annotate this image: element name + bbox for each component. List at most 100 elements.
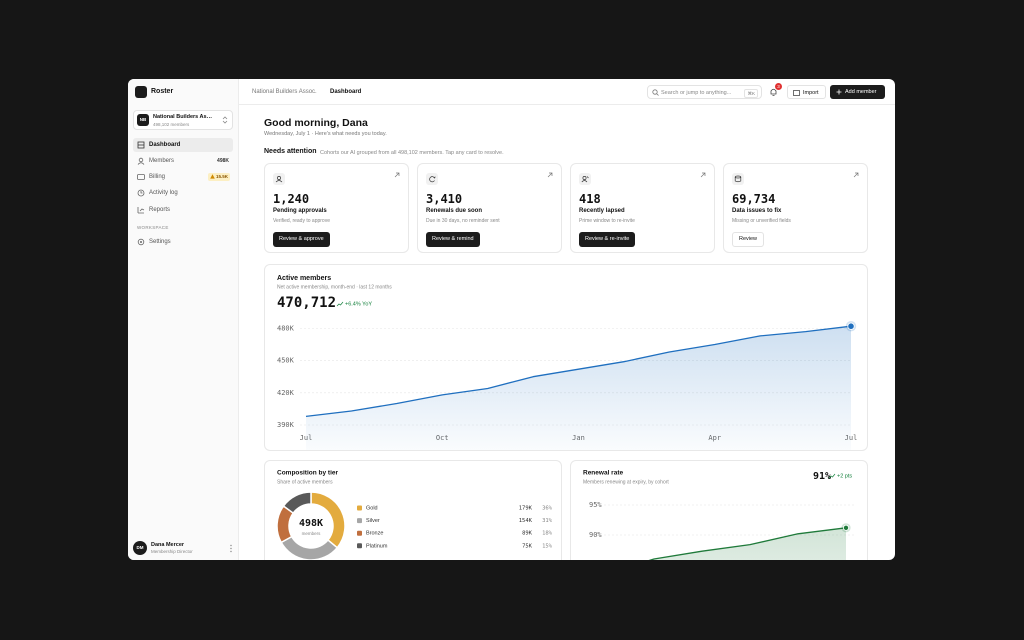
nav-label: Dashboard bbox=[149, 141, 181, 148]
donut-segment bbox=[280, 535, 339, 560]
card-value: 3,410 bbox=[426, 192, 463, 206]
attention-card[interactable]: 69,734 Data issues to fix Missing or unver… bbox=[723, 163, 868, 253]
card-icon-box bbox=[579, 173, 591, 185]
plus-icon bbox=[836, 89, 842, 95]
card-icon bbox=[581, 176, 589, 183]
legend-label: Platinum bbox=[366, 543, 388, 549]
add-member-button[interactable]: Add member bbox=[830, 85, 885, 99]
attention-card[interactable]: 418 Recently lapsed Prime window to re-inv… bbox=[570, 163, 715, 253]
card-note: Due in 30 days, no reminder sent bbox=[426, 218, 500, 224]
end-point bbox=[847, 322, 855, 330]
y-tick-label: 90% bbox=[589, 531, 602, 539]
nav-item[interactable]: Activity log bbox=[133, 186, 233, 200]
card-action-button[interactable]: Review & approve bbox=[273, 232, 330, 247]
bell-icon[interactable] bbox=[769, 87, 778, 97]
card-icon bbox=[275, 176, 283, 183]
line-series bbox=[648, 527, 847, 560]
nav-label: Settings bbox=[149, 238, 171, 245]
attention-card[interactable]: 3,410 Renewals due soon Due in 30 days, no… bbox=[417, 163, 562, 253]
breadcrumb-org[interactable]: National Builders Assoc. bbox=[252, 89, 317, 95]
chart-title: Active members bbox=[277, 275, 331, 282]
legend-count: 154K bbox=[519, 518, 533, 524]
org-name: National Builders Association bbox=[153, 114, 215, 120]
search-placeholder: Search or jump to anything... bbox=[661, 89, 732, 96]
legend-swatch bbox=[357, 518, 362, 524]
legend-swatch bbox=[357, 505, 362, 511]
card-action-button[interactable]: Review & remind bbox=[426, 232, 480, 247]
legend-share: 36% bbox=[542, 506, 553, 512]
card-label: Renewals due soon bbox=[426, 208, 483, 214]
headline-value: 91% bbox=[813, 471, 831, 482]
nav-icon bbox=[137, 207, 145, 214]
warning-icon bbox=[210, 174, 215, 179]
nav-badge-text: 15.5K bbox=[215, 173, 228, 179]
nav-item[interactable]: Members 498K bbox=[133, 154, 233, 168]
nav-icon bbox=[137, 238, 145, 246]
trend-icon bbox=[828, 473, 836, 479]
card-note: Verified, ready to approve bbox=[273, 218, 330, 224]
card-icon-box bbox=[273, 173, 285, 185]
nav-item[interactable]: Dashboard bbox=[133, 138, 233, 152]
greeting: Good morning, Dana bbox=[264, 117, 368, 129]
legend-swatch bbox=[357, 543, 362, 549]
card-action-button[interactable]: Review & re-invite bbox=[579, 232, 636, 247]
donut-center-value: 498K bbox=[299, 518, 323, 529]
legend-count: 75K bbox=[522, 543, 533, 549]
nav-icon bbox=[137, 174, 145, 180]
nav-item[interactable]: Billing 15.5K bbox=[133, 170, 233, 184]
brand-logo bbox=[135, 86, 147, 98]
card-value: 69,734 bbox=[732, 192, 776, 206]
chart-subtitle: Share of active members bbox=[277, 479, 333, 485]
open-arrow bbox=[547, 172, 553, 178]
legend-swatch bbox=[357, 530, 362, 536]
add-member-label: Add member bbox=[845, 89, 877, 95]
chart-title: Renewal rate bbox=[583, 470, 623, 477]
nav-icon bbox=[137, 157, 145, 165]
nav-badge: 498K bbox=[217, 157, 229, 164]
nav-item[interactable]: Reports bbox=[133, 203, 233, 217]
org-switcher[interactable]: NB National Builders Association 498,102… bbox=[133, 110, 233, 130]
card-icon-box bbox=[732, 173, 744, 185]
legend-share: 31% bbox=[542, 518, 553, 524]
card-label: Data issues to fix bbox=[732, 208, 782, 214]
user-role: Membership Director bbox=[151, 549, 193, 554]
line-series bbox=[305, 325, 852, 418]
trend-icon bbox=[336, 301, 344, 307]
shortcut-hint: ⌘K bbox=[744, 88, 758, 98]
y-tick-label: 480K bbox=[277, 324, 295, 332]
search-box[interactable]: Search or jump to anything... ⌘K bbox=[647, 85, 762, 99]
donut-center-label: members bbox=[302, 531, 322, 536]
legend-label: Silver bbox=[366, 518, 380, 524]
nav-label: Members bbox=[149, 157, 175, 164]
attention-card[interactable]: 1,240 Pending approvals Verified, ready to… bbox=[264, 163, 409, 253]
change-label: +2 pts bbox=[837, 473, 852, 479]
card-value: 1,240 bbox=[273, 192, 310, 206]
nav-label: Billing bbox=[149, 173, 166, 180]
line-chart: Active members Net active membership, mon… bbox=[277, 275, 857, 450]
area-fill bbox=[306, 326, 851, 450]
chevron-icon bbox=[222, 116, 228, 124]
date-line: Wednesday, July 1 · Here's what needs yo… bbox=[264, 131, 387, 137]
section-subtitle: Cohorts our AI grouped from all 498,102 … bbox=[320, 149, 504, 156]
card-action-button[interactable]: Review bbox=[732, 232, 765, 247]
chart-title: Composition by tier bbox=[277, 470, 339, 477]
topbar: National Builders Assoc. Dashboard Searc… bbox=[238, 79, 895, 105]
nav-icon bbox=[137, 141, 145, 149]
import-button[interactable]: Import bbox=[787, 85, 826, 99]
open-arrow bbox=[394, 172, 400, 178]
org-initials: NB bbox=[137, 114, 149, 126]
app-window: Roster NB National Builders Association … bbox=[128, 79, 895, 560]
org-members: 498,102 members bbox=[153, 122, 190, 127]
nav-item[interactable]: Settings bbox=[133, 235, 233, 249]
y-tick-label: 420K bbox=[277, 389, 295, 397]
line-chart: Renewal rate Members renewing at expiry, … bbox=[583, 470, 856, 560]
more-icon[interactable] bbox=[229, 544, 233, 553]
open-arrow bbox=[700, 172, 706, 178]
card-icon bbox=[429, 176, 436, 183]
sidebar: Roster NB National Builders Association … bbox=[128, 79, 239, 560]
notification-badge: 3 bbox=[775, 83, 782, 90]
import-label: Import bbox=[803, 89, 819, 96]
brand-name: Roster bbox=[151, 88, 174, 95]
card-value: 418 bbox=[579, 192, 601, 206]
